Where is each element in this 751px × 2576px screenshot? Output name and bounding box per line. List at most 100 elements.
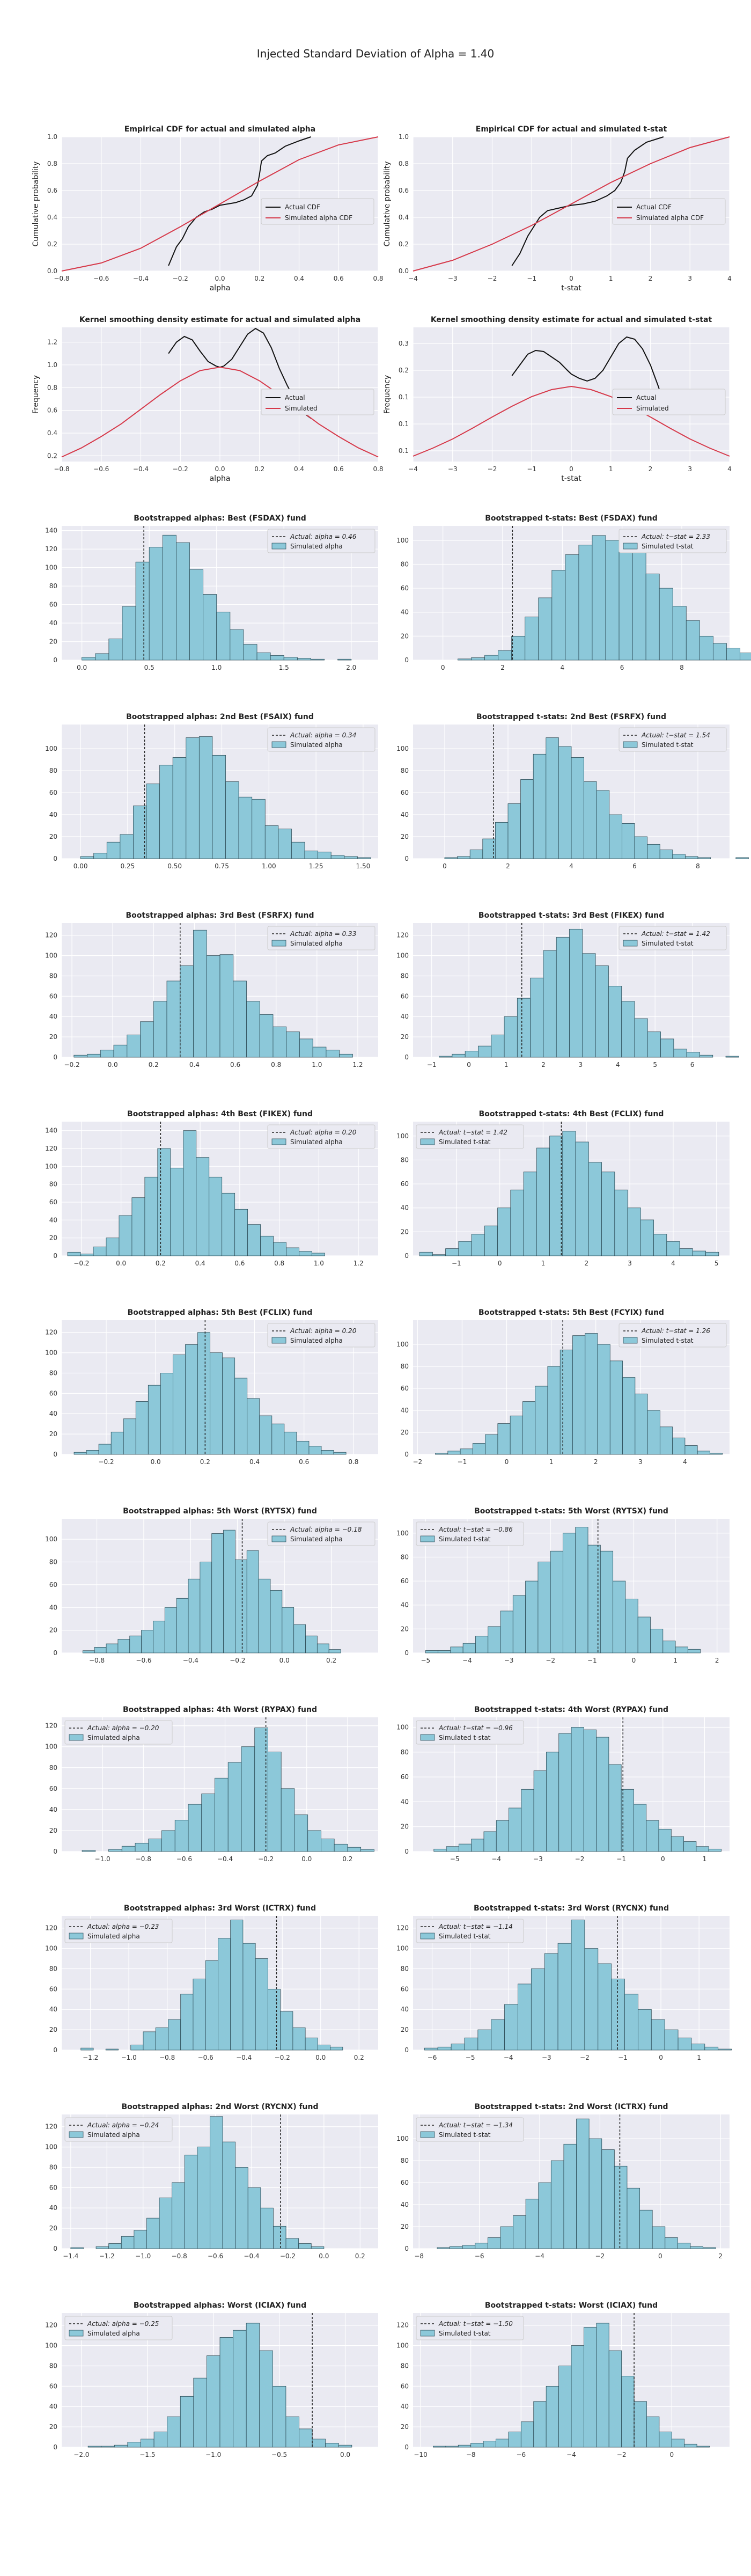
y-tick-label: 100 — [45, 1743, 57, 1751]
histogram-bar — [344, 856, 358, 859]
x-tick-label: 0 — [569, 465, 573, 473]
x-tick-label: −0.2 — [258, 1855, 274, 1863]
histogram-bar — [500, 1611, 513, 1653]
y-tick-label: 20 — [401, 1033, 409, 1041]
y-tick-label: 40 — [401, 609, 409, 616]
histogram-bar — [93, 1246, 107, 1256]
histogram-bar — [305, 2037, 318, 2051]
histogram-bar — [683, 1841, 697, 1852]
histogram-bar — [94, 1647, 107, 1653]
histogram-bar — [339, 1053, 353, 1058]
series-line-1 — [168, 136, 311, 266]
legend-label: Actual: t−stat = 1.42 — [438, 1129, 507, 1136]
histogram-bar — [549, 1136, 563, 1256]
histogram-bar — [243, 644, 257, 661]
legend: Actual: alpha = −0.18 Simulated alpha — [267, 1521, 376, 1546]
histogram-bar — [536, 1147, 550, 1256]
histogram-bar — [525, 1580, 539, 1653]
histogram-bar — [433, 1848, 447, 1852]
legend-box — [261, 389, 374, 415]
histogram-bar — [478, 1045, 492, 1058]
histogram-bar — [521, 1789, 534, 1852]
legend-label: Simulated t-stat — [642, 741, 694, 749]
x-tick-label: −1 — [618, 2054, 628, 2061]
y-tick-label: 80 — [401, 1363, 409, 1370]
histogram-bar — [635, 1393, 648, 1455]
histogram-bar — [646, 1820, 659, 1852]
y-tick-label: 80 — [401, 1553, 409, 1561]
histogram-bar — [292, 2027, 306, 2051]
y-tick-label: 40 — [401, 2006, 409, 2013]
x-tick-label: 0.0 — [151, 1458, 161, 1466]
legend-box — [64, 1720, 173, 1745]
histogram-bar — [197, 1332, 210, 1455]
histogram-bar — [255, 1958, 268, 2051]
histogram-bar — [200, 1562, 212, 1653]
x-tick-label: −1 — [527, 275, 536, 282]
histogram-bar — [571, 757, 585, 859]
histogram-bar — [180, 2396, 194, 2448]
legend-swatch — [420, 1138, 435, 1145]
x-tick-label: 1.0 — [211, 664, 222, 671]
histogram-bar — [522, 1401, 536, 1455]
x-tick-label: 0 — [505, 1458, 509, 1466]
legend-label: Simulated alpha — [290, 741, 343, 749]
histogram-bar — [696, 2446, 710, 2448]
histogram-bar — [316, 1643, 329, 1653]
y-tick-label: 60 — [401, 1985, 409, 1993]
histogram-bar — [285, 2238, 299, 2249]
histogram-bar — [149, 547, 163, 661]
histogram-bar — [740, 653, 751, 661]
x-tick-label: 0.8 — [271, 1061, 281, 1069]
x-tick-label: −1.2 — [99, 2252, 115, 2260]
histogram-bar — [73, 1452, 87, 1455]
x-tick-label: −1.5 — [139, 2451, 155, 2458]
y-tick-label: 80 — [49, 2362, 57, 2369]
x-axis-label: t-stat — [561, 284, 581, 292]
histogram-bar — [180, 965, 194, 1058]
legend: Actual: alpha = −0.24 Simulated alpha — [64, 2117, 173, 2142]
y-tick-label: 1.2 — [47, 339, 57, 346]
histogram-bar — [122, 606, 136, 661]
legend-box — [267, 1124, 376, 1149]
histogram-bar — [241, 1746, 255, 1852]
histogram-bar — [106, 1643, 119, 1653]
histogram-bar — [123, 1418, 136, 1455]
histogram-bar — [439, 1056, 453, 1058]
x-tick-label: 1 — [609, 465, 613, 473]
x-tick-label: 0.4 — [195, 1260, 205, 1267]
y-tick-label: 80 — [49, 1181, 57, 1188]
legend: Actual: t−stat = 1.26 Simulated t-stat — [619, 1323, 727, 1348]
y-tick-label: 120 — [45, 1145, 57, 1152]
histogram-bar — [652, 2226, 666, 2249]
y-tick-label: 0 — [404, 1649, 409, 1657]
y-tick-label: 40 — [49, 2006, 57, 2013]
y-tick-label: 0.2 — [399, 367, 409, 374]
legend: Actual: t−stat = 1.42 Simulated t-stat — [416, 1124, 524, 1149]
legend: Actual CDF Simulated alpha CDF — [261, 198, 374, 225]
y-tick-label: 80 — [401, 767, 409, 774]
histogram-bar — [82, 1850, 96, 1852]
histogram-bar — [597, 1344, 610, 1455]
series-line-1 — [511, 136, 664, 266]
histogram-bar — [203, 594, 217, 661]
histogram-bar — [234, 1209, 248, 1256]
histogram-bar — [106, 1238, 120, 1256]
y-tick-label: 60 — [401, 992, 409, 1000]
legend-label: Actual: alpha = −0.25 — [87, 2320, 159, 2328]
chart-title: Bootstrapped t-stats: Worst (ICIAX) fund — [485, 2301, 658, 2310]
histogram-bar — [608, 1764, 622, 1852]
histogram-bar — [575, 1141, 589, 1256]
y-tick-label: 120 — [45, 1722, 57, 1730]
histogram-bar — [677, 2243, 691, 2249]
legend: Actual: alpha = 0.46 Simulated alpha — [267, 529, 376, 553]
x-tick-label: 2 — [594, 1458, 598, 1466]
histogram-bar — [141, 1630, 153, 1653]
histogram-bar — [318, 852, 332, 859]
histogram-bar — [608, 986, 622, 1058]
legend-label: Actual: alpha = −0.23 — [87, 1923, 159, 1930]
x-tick-label: 0.4 — [294, 465, 304, 473]
chart-title: Bootstrapped t-stats: 4th Best (FCLIX) f… — [479, 1110, 664, 1118]
chart-title: Bootstrapped alphas: 5th Best (FCLIX) fu… — [128, 1308, 313, 1317]
y-tick-label: 20 — [49, 1430, 57, 1438]
